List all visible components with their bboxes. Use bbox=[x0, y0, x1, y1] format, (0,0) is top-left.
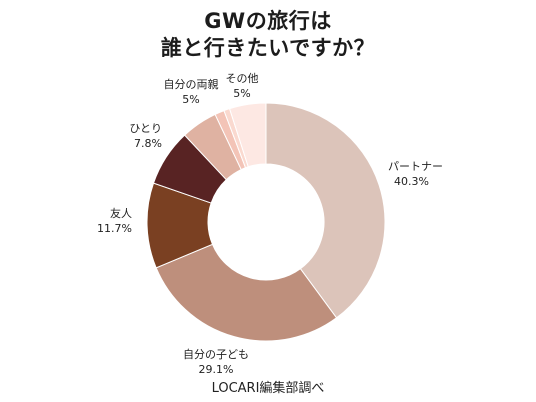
slice-value-label: 5% bbox=[233, 87, 250, 100]
chart-title-line-2: 誰と行きたいですか？ bbox=[160, 36, 376, 60]
slice-label: 友人 bbox=[110, 206, 132, 220]
slice-value-label: 7.8% bbox=[134, 137, 162, 150]
donut-slice bbox=[265, 102, 386, 319]
slice-value-label: 40.3% bbox=[394, 175, 429, 188]
slice-label: パートナー bbox=[388, 160, 443, 173]
slice-value-label: 11.7% bbox=[97, 222, 132, 235]
donut-slice bbox=[155, 243, 338, 342]
slice-value-label: 5% bbox=[182, 93, 199, 106]
slice-label: その他 bbox=[226, 72, 259, 85]
source-caption: LOCARI編集部調べ bbox=[211, 381, 325, 396]
chart-title-line-1: GWの旅行は bbox=[204, 9, 332, 33]
slice-label: 自分の両親 bbox=[164, 78, 219, 91]
chart-title: GWの旅行は 誰と行きたいですか？ bbox=[0, 8, 536, 62]
slice-value-label: 29.1% bbox=[199, 363, 234, 376]
slice-label: ひとり bbox=[129, 122, 162, 135]
slice-label: 自分の子ども bbox=[183, 348, 249, 361]
donut-slice bbox=[228, 102, 267, 168]
